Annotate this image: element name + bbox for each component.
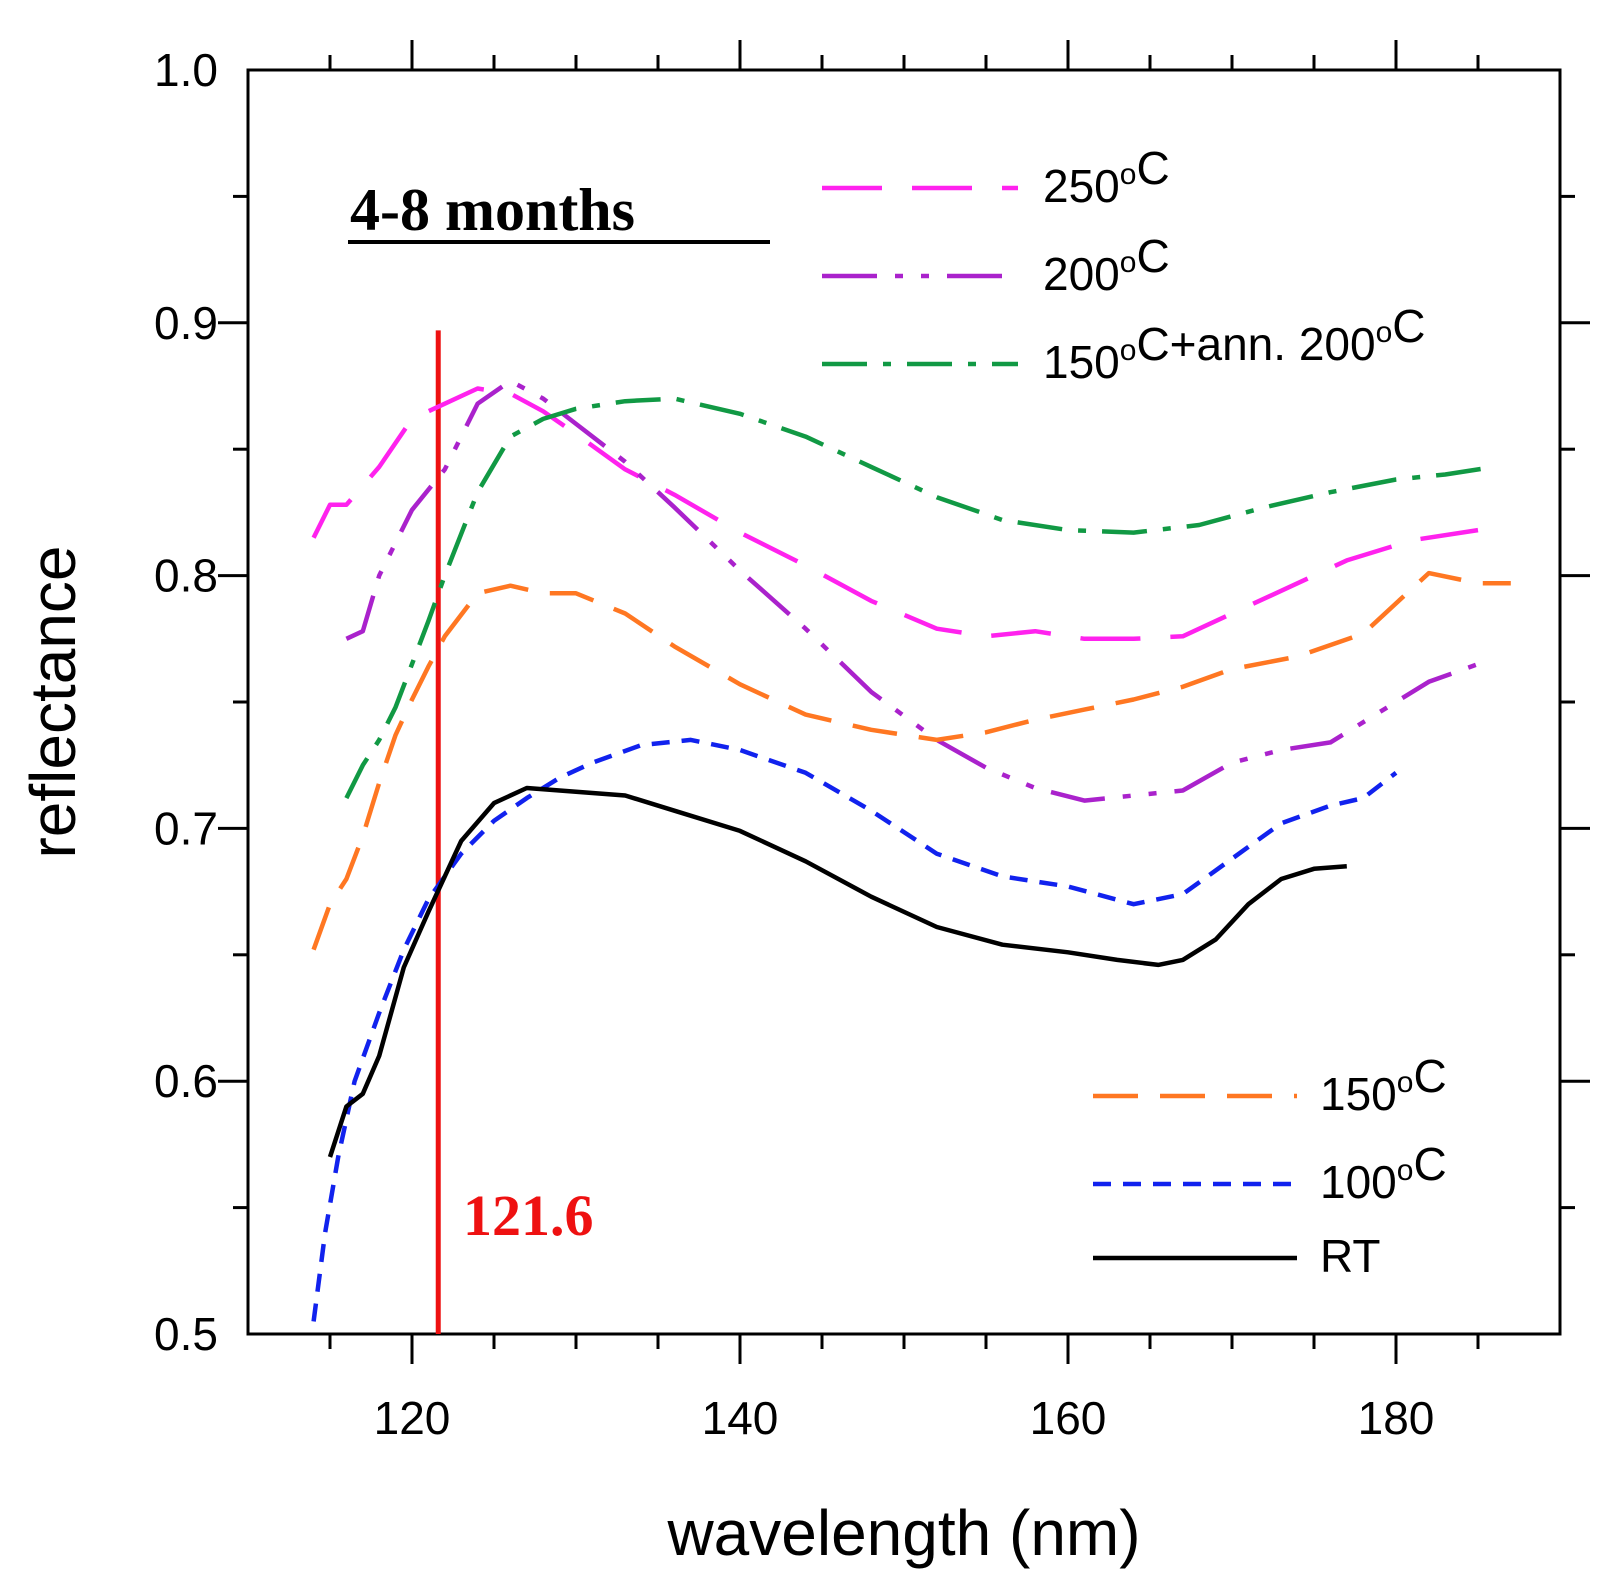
y-tick-label: 1.0 (154, 44, 218, 96)
series-line-200 (345, 378, 1479, 803)
series-line-150 (311, 570, 1511, 951)
plot-frame (246, 68, 1562, 1336)
legend-label: 200oC (1043, 230, 1170, 300)
legend-label: 150oC (1320, 1050, 1447, 1120)
x-tick-label: 120 (374, 1392, 451, 1444)
y-tick-label: 0.5 (154, 1308, 218, 1360)
marker-label: 121.6 (463, 1183, 594, 1248)
y-tick-label: 0.8 (154, 550, 218, 602)
y-axis-title: reflectance (17, 545, 89, 858)
axis-tick-labels: 120 140 160 180 0.5 0.6 0.7 0.8 0.9 1.0 (154, 44, 1434, 1444)
series-group (311, 378, 1511, 1322)
legend-label: 250oC (1043, 142, 1170, 212)
y-tick-label: 0.9 (154, 297, 218, 349)
series-line-250 (311, 386, 1479, 642)
annotation-label: 4-8 months (350, 177, 635, 243)
series-line-100 (311, 737, 1398, 1322)
x-tick-label: 160 (1030, 1392, 1107, 1444)
series-line-150-ann (344, 396, 1495, 800)
legend-label: 100oC (1320, 1138, 1447, 1208)
axis-ticks (218, 40, 1590, 1364)
legend-label: RT (1320, 1230, 1381, 1282)
series-line-rt (327, 785, 1347, 1158)
x-tick-label: 140 (702, 1392, 779, 1444)
y-tick-label: 0.7 (154, 802, 218, 854)
y-tick-label: 0.6 (154, 1055, 218, 1107)
x-tick-label: 180 (1358, 1392, 1435, 1444)
x-axis-title: wavelength (nm) (666, 1497, 1140, 1569)
legend-label: 150oC+ann. 200oC (1043, 300, 1426, 388)
